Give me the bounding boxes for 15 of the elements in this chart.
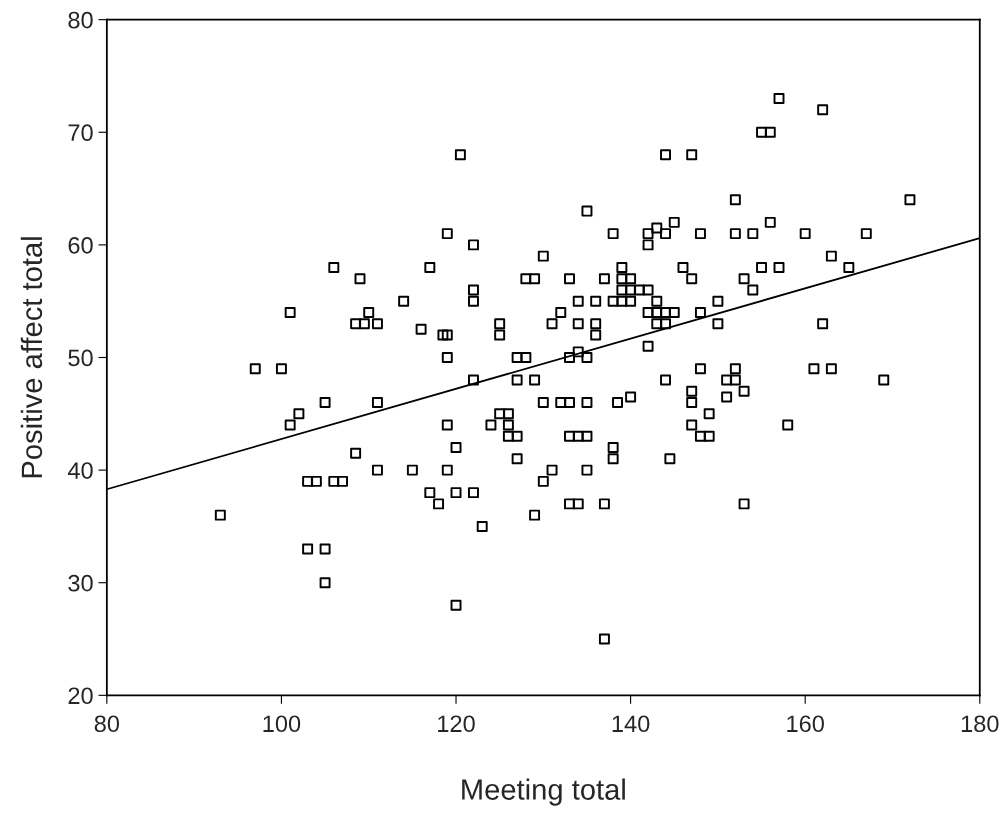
y-tick-label: 80 [68,11,93,29]
x-tick-label: 100 [263,715,301,733]
y-tick-label: 20 [68,687,93,705]
x-tick-label: 140 [612,715,650,733]
y-tick-label: 30 [68,574,93,592]
y-tick-label: 50 [68,349,93,367]
y-tick-label: 70 [68,124,93,142]
x-tick-label: 80 [94,715,120,733]
x-axis-title: Meeting total [462,778,625,806]
x-tick-label: 180 [961,715,999,733]
x-tick-label: 160 [787,715,824,733]
y-axis-title: Positive affect total [20,237,43,478]
x-tick-label: 120 [438,715,475,733]
y-tick-label: 40 [67,462,93,479]
y-tick-label: 60 [68,236,93,254]
